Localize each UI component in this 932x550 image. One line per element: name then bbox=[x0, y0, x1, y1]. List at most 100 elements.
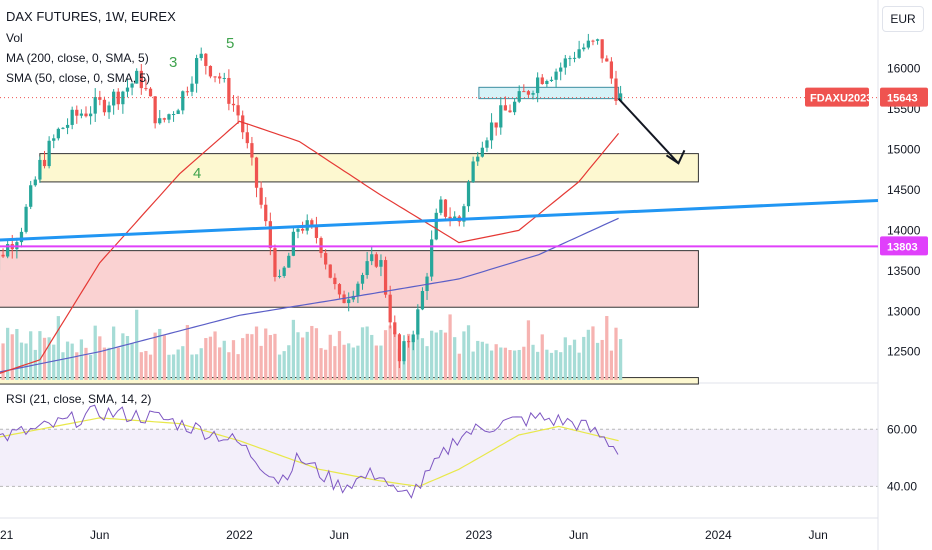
candle-body bbox=[586, 40, 590, 48]
sma50-legend[interactable]: SMA (50, close, 0, SMA, 5) bbox=[6, 71, 151, 85]
volume-bar bbox=[259, 345, 263, 380]
volume-bar bbox=[171, 354, 176, 380]
candle-body bbox=[526, 91, 531, 95]
candle-body bbox=[52, 138, 56, 141]
candle-body bbox=[314, 225, 319, 238]
volume-bar bbox=[457, 353, 461, 380]
volume-bar bbox=[310, 325, 314, 380]
candle-body bbox=[282, 267, 286, 276]
volume-bar bbox=[1, 343, 5, 380]
ma200-legend[interactable]: MA (200, close, 0, SMA, 5) bbox=[6, 51, 149, 65]
candle-body bbox=[559, 67, 563, 72]
volume-bar bbox=[337, 331, 342, 380]
volume-bar bbox=[319, 348, 323, 380]
volume-bar bbox=[218, 347, 222, 380]
volume-bar bbox=[268, 335, 272, 380]
candle-body bbox=[107, 105, 111, 113]
volume-bar bbox=[494, 344, 498, 380]
volume-bar bbox=[176, 349, 180, 380]
currency-button[interactable]: EUR bbox=[882, 6, 924, 32]
volume-bar bbox=[448, 314, 452, 380]
volume-bar bbox=[273, 333, 277, 380]
last-price-tag: 15643 bbox=[887, 93, 918, 105]
candle-body bbox=[347, 299, 351, 304]
volume-bar bbox=[88, 354, 93, 380]
candle-body bbox=[162, 118, 166, 120]
volume-bar bbox=[370, 334, 374, 380]
volume-bar bbox=[158, 328, 162, 380]
candle-body bbox=[38, 159, 42, 180]
volume-bar bbox=[489, 350, 494, 380]
volume-bar bbox=[79, 339, 84, 380]
candle-body bbox=[605, 58, 609, 62]
volume-bar bbox=[19, 342, 24, 380]
candle-body bbox=[42, 159, 47, 167]
candle-body bbox=[250, 143, 254, 158]
symbol-title[interactable]: DAX FUTURES, 1W, EUREX bbox=[6, 9, 176, 24]
candle-body bbox=[125, 87, 130, 92]
volume-bar bbox=[222, 340, 226, 380]
volume-bar bbox=[47, 337, 51, 380]
volume-bar bbox=[595, 342, 600, 380]
time-tick-label: Jun bbox=[808, 528, 827, 542]
volume-bar bbox=[139, 352, 143, 380]
volume-bar bbox=[549, 352, 554, 380]
volume-bar bbox=[605, 316, 609, 380]
price-tick-label: 16000 bbox=[887, 62, 921, 76]
candle-body bbox=[194, 58, 199, 84]
volume-bar bbox=[476, 340, 480, 380]
price-tick-label: 13000 bbox=[887, 304, 921, 318]
time-tick-label: 2021 bbox=[0, 528, 14, 542]
volume-bar bbox=[112, 326, 116, 380]
candle-body bbox=[204, 53, 208, 66]
wave-label-5: 5 bbox=[226, 35, 234, 52]
volume-bar bbox=[439, 329, 443, 380]
candle-body bbox=[480, 147, 484, 157]
volume-bar bbox=[342, 344, 346, 380]
volume-bar bbox=[406, 333, 411, 380]
candle-body bbox=[47, 140, 51, 167]
candle-body bbox=[130, 83, 134, 88]
candle-body bbox=[494, 122, 498, 128]
volume-bar bbox=[420, 338, 425, 380]
candle-body bbox=[517, 91, 521, 102]
volume-bar bbox=[379, 345, 383, 380]
volume-bar bbox=[559, 352, 563, 380]
volume-bar bbox=[526, 320, 531, 380]
wave-label-4: 4 bbox=[193, 165, 201, 182]
last-price-tag-bg bbox=[880, 87, 928, 107]
candle-body bbox=[370, 254, 374, 262]
candle-body bbox=[29, 185, 33, 207]
candle-body bbox=[402, 341, 406, 362]
candle-body bbox=[167, 114, 171, 120]
rsi-legend[interactable]: RSI (21, close, SMA, 14, 2) bbox=[6, 392, 152, 406]
candle-body bbox=[531, 93, 535, 95]
candle-body bbox=[568, 58, 572, 60]
candle-body bbox=[393, 322, 397, 335]
volume-bar bbox=[10, 334, 14, 380]
volume-bar bbox=[305, 331, 309, 380]
level-price-tag: 13803 bbox=[887, 241, 918, 253]
candle-body bbox=[545, 81, 549, 85]
volume-bar bbox=[563, 337, 567, 380]
volume-bar bbox=[144, 350, 148, 380]
volume-bar bbox=[388, 325, 392, 380]
volume-bar bbox=[609, 350, 614, 380]
volume-bar bbox=[383, 330, 388, 380]
volume-bar bbox=[296, 332, 300, 380]
volume-bar bbox=[434, 332, 438, 380]
candle-body bbox=[300, 228, 305, 231]
volume-bar bbox=[264, 328, 268, 380]
candle-body bbox=[356, 283, 360, 296]
volume-bar bbox=[568, 345, 572, 380]
volume-bar bbox=[181, 346, 185, 380]
volume-bar bbox=[277, 354, 282, 380]
volume-bar bbox=[65, 341, 70, 380]
candle-body bbox=[360, 275, 365, 284]
volume-bar bbox=[125, 335, 130, 380]
candle-body bbox=[448, 216, 452, 219]
candle-body bbox=[218, 76, 222, 79]
volume-bar bbox=[618, 339, 623, 380]
vol-legend[interactable]: Vol bbox=[6, 31, 23, 45]
